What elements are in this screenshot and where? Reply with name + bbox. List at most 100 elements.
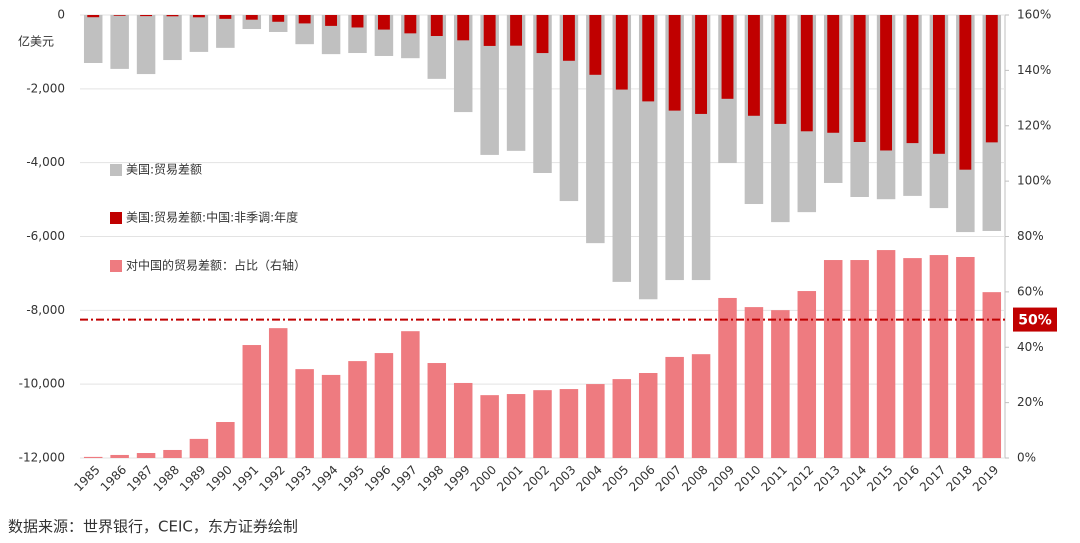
y2-tick-label: 40%: [1017, 340, 1044, 354]
bar: [642, 15, 655, 102]
bar: [747, 15, 760, 116]
x-tick-label: 1996: [362, 463, 393, 494]
bar: [298, 15, 311, 24]
bar: [87, 15, 100, 18]
y2-tick-label: 60%: [1017, 284, 1044, 298]
bar: [533, 15, 552, 174]
legend-label: 美国:贸易差额:中国:非季调:年度: [126, 210, 298, 225]
x-tick-label: 1989: [177, 463, 208, 494]
bar: [797, 291, 817, 458]
bar: [110, 454, 129, 458]
bar: [559, 15, 579, 202]
bar: [774, 15, 787, 124]
bar: [800, 15, 813, 132]
bar: [427, 363, 447, 458]
y-tick-label: -12,000: [19, 451, 65, 465]
bar: [932, 15, 945, 154]
bar: [536, 15, 549, 54]
bar: [430, 15, 443, 37]
x-tick-label: 1997: [388, 463, 419, 494]
bar: [744, 307, 764, 458]
bar: [615, 15, 628, 90]
x-tick-label: 2012: [785, 463, 816, 494]
bar: [906, 15, 919, 144]
x-tick-label: 2016: [891, 463, 922, 494]
bar: [351, 15, 364, 28]
bar: [586, 384, 605, 458]
bar: [163, 449, 182, 458]
x-tick-label: 2007: [653, 463, 684, 494]
bar: [589, 15, 602, 75]
x-tick-label: 2018: [943, 463, 974, 494]
bar: [612, 379, 632, 458]
bar: [374, 353, 394, 458]
bar: [348, 361, 367, 458]
x-tick-label: 2013: [811, 463, 842, 494]
y2-tick-label: 0%: [1017, 451, 1036, 465]
bar: [695, 15, 708, 114]
y-tick-label: -2,000: [26, 81, 65, 95]
x-tick-label: 2019: [970, 463, 1001, 494]
bar: [562, 15, 575, 61]
bar: [823, 260, 843, 458]
bar: [453, 382, 473, 458]
x-tick-label: 2017: [917, 463, 948, 494]
x-tick-label: 2003: [547, 463, 578, 494]
y2-tick-label: 160%: [1017, 8, 1051, 22]
bar: [377, 15, 390, 30]
x-tick-label: 1986: [98, 463, 129, 494]
x-tick-label: 2009: [706, 463, 737, 494]
x-tick-label: 1993: [283, 463, 314, 494]
bar: [959, 15, 972, 170]
bar: [506, 15, 526, 151]
x-tick-label: 2000: [468, 463, 499, 494]
legend-label: 对中国的贸易差额：占比（右轴）: [126, 258, 306, 273]
x-tick-label: 2005: [600, 463, 631, 494]
legend-label: 美国:贸易差额: [126, 163, 202, 177]
reference-label-box: [1013, 307, 1057, 332]
x-tick-label: 2001: [494, 463, 525, 494]
y2-tick-label: 20%: [1017, 395, 1044, 409]
y-tick-label: -8,000: [26, 303, 65, 317]
bar: [189, 15, 209, 52]
source: 数据来源：世界银行，CEIC，东方证券绘制: [8, 518, 298, 536]
bar: [136, 453, 156, 458]
x-tick-label: 1998: [415, 463, 446, 494]
x-tick-label: 1999: [441, 463, 472, 494]
bar: [480, 395, 499, 458]
bar: [903, 258, 922, 458]
bar: [457, 15, 470, 41]
x-tick-label: 1992: [256, 463, 287, 494]
bar: [956, 256, 975, 458]
x-tick-label: 2014: [838, 463, 869, 494]
bar: [483, 15, 496, 46]
x-tick-label: 2011: [758, 463, 789, 494]
bar: [166, 15, 179, 17]
bar: [268, 328, 288, 458]
bar: [325, 15, 338, 26]
x-tick-label: 1995: [336, 463, 367, 494]
x-tick-label: 2015: [864, 463, 895, 494]
x-tick-label: 2010: [732, 463, 763, 494]
bar: [665, 356, 684, 458]
bar: [982, 292, 1002, 458]
bar: [110, 15, 129, 69]
bar: [638, 372, 658, 458]
bar: [853, 15, 866, 142]
bar: [929, 255, 949, 458]
bar: [242, 345, 262, 458]
bar: [216, 15, 235, 48]
bar: [985, 15, 998, 143]
bar: [404, 15, 417, 34]
y-tick-label: -6,000: [26, 229, 65, 243]
bar: [506, 394, 526, 458]
legend-swatch: [110, 164, 122, 176]
y2-tick-label: 100%: [1017, 174, 1051, 188]
x-tick-label: 1994: [309, 463, 340, 494]
bar: [850, 260, 869, 458]
bar: [668, 15, 681, 111]
bar: [272, 15, 285, 22]
bar: [876, 250, 896, 458]
bar: [295, 369, 314, 458]
